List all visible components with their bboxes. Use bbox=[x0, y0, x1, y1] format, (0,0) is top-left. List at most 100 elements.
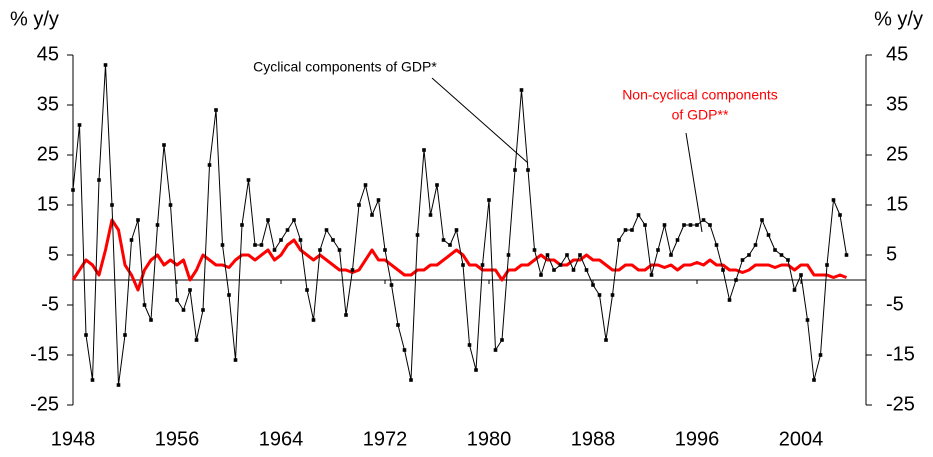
marker bbox=[623, 228, 628, 232]
marker bbox=[773, 248, 777, 252]
annotation-arrow bbox=[685, 132, 703, 233]
marker bbox=[838, 213, 842, 217]
marker bbox=[448, 243, 452, 247]
marker bbox=[324, 228, 329, 232]
marker bbox=[110, 203, 114, 207]
marker bbox=[786, 258, 790, 262]
marker bbox=[604, 338, 608, 342]
marker bbox=[129, 238, 134, 242]
marker bbox=[487, 198, 491, 202]
annotation: Non-cyclical components bbox=[622, 87, 778, 103]
marker bbox=[740, 258, 745, 262]
x-tick-label: 1972 bbox=[363, 428, 408, 450]
marker bbox=[701, 218, 706, 222]
marker bbox=[103, 63, 108, 67]
marker bbox=[643, 223, 647, 227]
marker bbox=[513, 168, 517, 172]
marker bbox=[181, 308, 186, 312]
marker bbox=[747, 253, 751, 257]
marker bbox=[578, 253, 582, 257]
marker bbox=[695, 223, 699, 227]
marker bbox=[71, 188, 75, 192]
marker bbox=[90, 378, 95, 382]
marker bbox=[311, 318, 316, 322]
marker bbox=[220, 243, 225, 247]
y2-tick-label: 15 bbox=[886, 193, 908, 215]
annotation-arrow bbox=[431, 77, 529, 164]
y2-tick-label: -15 bbox=[886, 343, 915, 365]
marker bbox=[818, 353, 823, 357]
marker bbox=[571, 268, 576, 272]
marker bbox=[734, 278, 738, 282]
y2-tick-label: 25 bbox=[886, 143, 908, 165]
marker bbox=[123, 333, 127, 337]
marker bbox=[389, 283, 394, 287]
marker bbox=[155, 223, 160, 227]
y2-tick-label: 5 bbox=[886, 243, 897, 265]
marker bbox=[461, 263, 465, 267]
marker bbox=[552, 268, 556, 272]
marker bbox=[812, 378, 816, 382]
marker bbox=[532, 248, 537, 252]
marker bbox=[227, 293, 231, 297]
x-tick-label: 1996 bbox=[675, 428, 720, 450]
marker bbox=[214, 108, 218, 112]
marker bbox=[370, 213, 374, 217]
marker bbox=[84, 333, 88, 337]
y2-tick-label: 45 bbox=[886, 43, 908, 65]
y-tick-label: 35 bbox=[37, 93, 59, 115]
marker bbox=[357, 203, 361, 207]
marker bbox=[149, 318, 153, 322]
y2-tick-label: 35 bbox=[886, 93, 908, 115]
marker bbox=[545, 253, 550, 257]
marker bbox=[435, 183, 439, 187]
marker bbox=[727, 298, 732, 302]
marker bbox=[136, 218, 140, 222]
marker bbox=[305, 288, 309, 292]
marker bbox=[779, 253, 784, 257]
marker bbox=[597, 293, 602, 297]
marker bbox=[253, 243, 257, 247]
marker bbox=[539, 273, 543, 277]
marker bbox=[500, 338, 504, 342]
marker bbox=[77, 123, 82, 127]
y-tick-label: -15 bbox=[30, 343, 59, 365]
y-tick-label: -25 bbox=[30, 393, 59, 415]
marker bbox=[272, 248, 277, 252]
marker bbox=[760, 218, 764, 222]
marker bbox=[682, 223, 686, 227]
marker bbox=[519, 88, 524, 92]
x-tick-label: 2004 bbox=[779, 428, 824, 450]
y-tick-label: 5 bbox=[48, 243, 59, 265]
marker bbox=[376, 198, 381, 202]
marker bbox=[526, 168, 530, 172]
x-tick-label: 1956 bbox=[155, 428, 200, 450]
marker bbox=[116, 383, 121, 387]
marker bbox=[753, 243, 758, 247]
marker bbox=[292, 218, 296, 222]
marker bbox=[825, 263, 829, 267]
marker bbox=[363, 183, 368, 187]
marker bbox=[318, 248, 322, 252]
y2-tick-label: -25 bbox=[886, 393, 915, 415]
series-line bbox=[71, 218, 848, 292]
marker bbox=[188, 288, 192, 292]
marker bbox=[97, 178, 101, 182]
y-tick-label: 45 bbox=[37, 43, 59, 65]
marker bbox=[422, 148, 426, 152]
marker bbox=[766, 233, 771, 237]
marker bbox=[669, 253, 673, 257]
marker bbox=[201, 308, 205, 312]
marker bbox=[168, 203, 173, 207]
marker bbox=[480, 263, 485, 267]
y-tick-label: -5 bbox=[41, 293, 59, 315]
y2-axis-label: % y/y bbox=[874, 8, 923, 30]
x-tick-label: 1964 bbox=[259, 428, 304, 450]
marker bbox=[831, 198, 836, 202]
marker bbox=[467, 343, 472, 347]
x-tick-label: 1980 bbox=[467, 428, 512, 450]
marker bbox=[240, 223, 244, 227]
marker bbox=[246, 178, 251, 182]
marker bbox=[279, 238, 283, 242]
marker bbox=[805, 318, 810, 322]
